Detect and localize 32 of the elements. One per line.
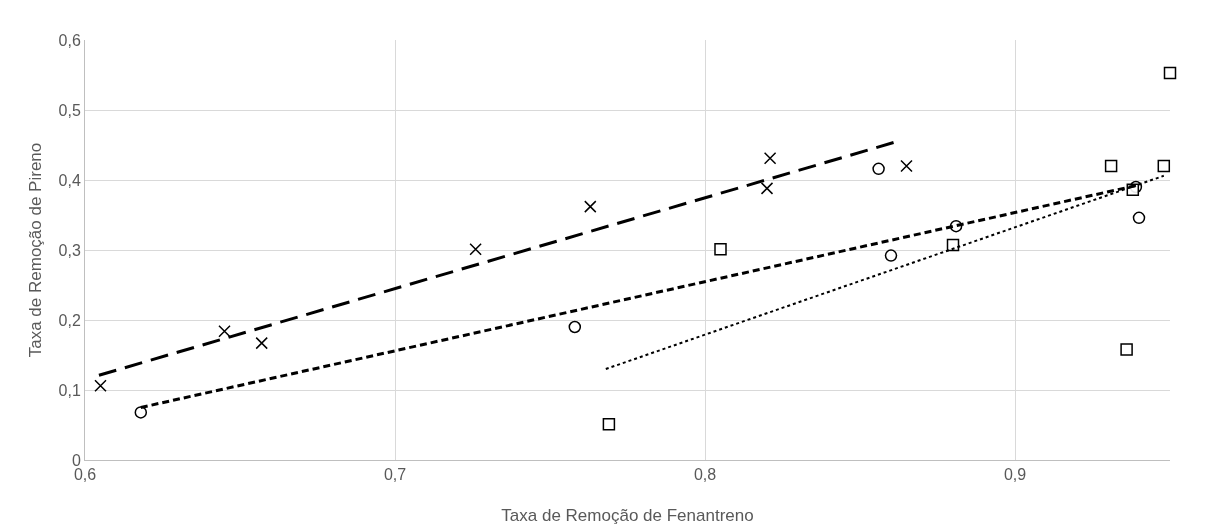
y-tick-label: 0,6 — [58, 31, 81, 49]
x-tick-label: 0,9 — [1003, 466, 1027, 484]
point — [568, 320, 582, 334]
y-axis-title: Taxa de Remoção de Pireno — [26, 142, 45, 358]
point — [602, 418, 616, 431]
x-tick-label: 0,6 — [73, 466, 97, 484]
point — [1120, 343, 1133, 356]
x-axis-title: Taxa de Remoção de Fenantreno — [501, 506, 754, 525]
y-tick-label: 0,4 — [58, 171, 81, 189]
point — [94, 379, 107, 393]
y-tick-label: 0,2 — [58, 311, 81, 329]
point — [1157, 159, 1171, 173]
point — [584, 200, 597, 213]
y-tick-label: 0,3 — [58, 241, 81, 259]
x-tick-label: 0,7 — [383, 466, 407, 484]
point — [900, 159, 913, 173]
point — [872, 162, 885, 176]
point — [469, 243, 482, 256]
y-tick-label: 0,1 — [58, 381, 81, 399]
x-tick-label: 0,8 — [693, 466, 717, 484]
y-tick-label: 0,5 — [58, 101, 81, 119]
point — [255, 336, 268, 350]
point — [134, 406, 148, 419]
point — [714, 243, 727, 256]
point — [1104, 159, 1118, 173]
point — [763, 152, 777, 165]
point — [218, 324, 231, 338]
point — [760, 182, 774, 195]
point — [1132, 211, 1146, 225]
point — [1163, 66, 1177, 80]
point — [884, 249, 898, 262]
y-tick-label: 0 — [71, 451, 81, 469]
